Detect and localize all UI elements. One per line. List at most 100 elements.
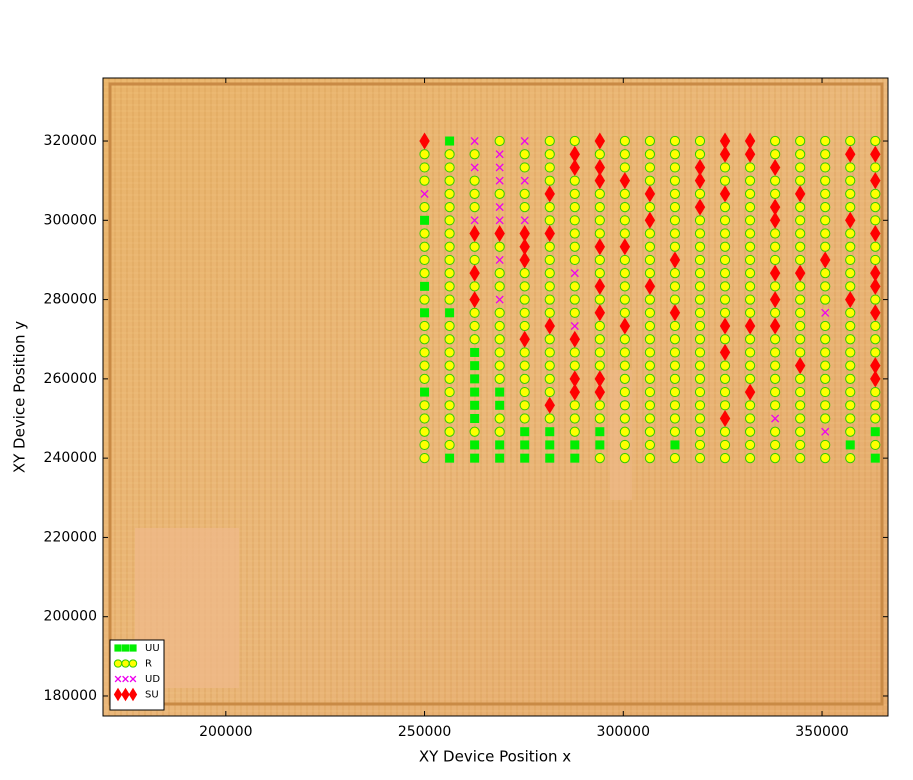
marker-circle — [569, 228, 580, 239]
marker-circle — [419, 373, 430, 384]
marker-diamond — [794, 357, 806, 375]
marker-circle — [719, 281, 731, 292]
marker-circle — [870, 294, 881, 305]
marker-square — [570, 440, 580, 450]
marker-diamond — [870, 370, 881, 388]
marker-diamond — [769, 317, 781, 335]
marker-circle — [744, 228, 756, 239]
legend-marker — [128, 659, 138, 668]
marker-circle — [870, 413, 881, 424]
marker-diamond — [644, 211, 656, 229]
marker-diamond — [694, 198, 706, 216]
marker-circle — [494, 413, 505, 424]
marker-square — [420, 387, 430, 397]
marker-circle — [569, 294, 580, 305]
marker-circle — [444, 175, 455, 186]
marker-diamond — [419, 132, 430, 150]
marker-diamond — [569, 383, 580, 401]
marker-circle — [644, 360, 656, 371]
marker-circle — [744, 294, 756, 305]
marker-circle — [419, 294, 430, 305]
marker-circle — [820, 201, 831, 213]
legend-label: UD — [145, 674, 160, 685]
marker-circle — [644, 347, 656, 358]
marker-circle — [444, 320, 455, 332]
marker-circle — [419, 453, 430, 464]
marker-circle — [845, 268, 856, 279]
marker-circle — [870, 215, 881, 226]
marker-circle — [719, 254, 731, 266]
marker-square — [470, 374, 480, 384]
marker-diamond — [744, 132, 756, 150]
marker-circle — [744, 360, 756, 371]
marker-circle — [795, 228, 806, 239]
marker-diamond — [719, 145, 731, 163]
marker-circle — [770, 360, 781, 371]
marker-circle — [594, 268, 605, 279]
marker-circle — [544, 175, 555, 186]
marker-diamond — [769, 291, 781, 309]
marker-x — [495, 295, 504, 304]
marker-circle — [594, 215, 605, 226]
marker-square — [570, 453, 580, 463]
marker-x — [520, 176, 529, 185]
marker-circle — [694, 334, 706, 345]
marker-circle — [694, 426, 706, 437]
marker-circle — [870, 439, 881, 451]
marker-circle — [744, 413, 756, 424]
marker-circle — [694, 135, 706, 147]
marker-circle — [519, 188, 530, 199]
marker-circle — [619, 413, 630, 424]
marker-circle — [719, 334, 731, 345]
marker-diamond — [594, 304, 606, 322]
marker-circle — [669, 373, 681, 384]
marker-circle — [569, 215, 580, 226]
marker-circle — [544, 413, 555, 424]
marker-circle — [444, 347, 455, 358]
marker-circle — [544, 215, 555, 226]
marker-circle — [444, 373, 455, 384]
marker-circle — [619, 453, 630, 464]
marker-diamond — [594, 370, 606, 388]
marker-circle — [669, 360, 681, 371]
marker-circle — [795, 254, 806, 266]
marker-circle — [669, 149, 681, 160]
marker-circle — [544, 135, 555, 147]
legend-marker — [128, 687, 138, 702]
marker-circle — [820, 228, 831, 239]
marker-diamond — [719, 343, 731, 361]
marker-circle — [569, 254, 580, 266]
marker-diamond — [845, 291, 856, 309]
marker-circle — [494, 334, 505, 345]
marker-circle — [594, 453, 605, 464]
marker-circle — [519, 413, 530, 424]
marker-circle — [870, 254, 881, 266]
marker-circle — [669, 241, 681, 252]
marker-circle — [770, 334, 781, 345]
marker-square — [520, 440, 530, 450]
marker-diamond — [794, 185, 806, 203]
marker-circle — [669, 400, 681, 411]
marker-circle — [619, 228, 630, 239]
marker-circle — [669, 320, 681, 332]
marker-x — [470, 216, 479, 225]
marker-circle — [444, 426, 455, 437]
marker-circle — [594, 347, 605, 358]
marker-x — [495, 203, 504, 212]
marker-circle — [770, 149, 781, 160]
marker-circle — [544, 347, 555, 358]
marker-circle — [444, 162, 455, 173]
marker-x — [495, 176, 504, 185]
marker-circle — [744, 162, 756, 173]
marker-circle — [544, 162, 555, 173]
marker-circle — [419, 175, 430, 186]
marker-circle — [870, 320, 881, 332]
marker-circle — [669, 453, 681, 464]
marker-x — [520, 216, 529, 225]
marker-circle — [744, 439, 756, 451]
marker-circle — [845, 373, 856, 384]
marker-circle — [820, 215, 831, 226]
marker-circle — [444, 439, 455, 451]
marker-square — [595, 427, 605, 437]
